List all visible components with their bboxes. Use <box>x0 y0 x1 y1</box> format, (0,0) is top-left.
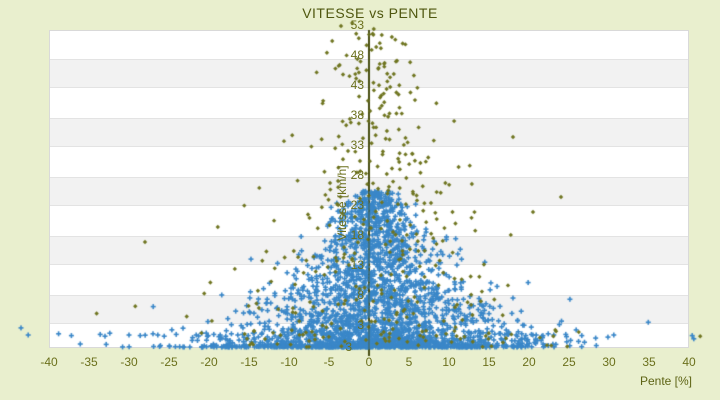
y-tick-label: 43 <box>350 78 364 92</box>
y-tick-label: 33 <box>350 138 364 152</box>
y-axis-min-label: 3 <box>345 340 352 354</box>
y-tick-label: 53 <box>350 18 364 32</box>
x-tick-label: -10 <box>280 355 298 369</box>
x-tick-label: -40 <box>40 355 58 369</box>
x-tick-label: -15 <box>240 355 258 369</box>
y-tick-label: 23 <box>350 198 364 212</box>
x-tick-label: 40 <box>682 355 696 369</box>
x-tick-label: -20 <box>200 355 218 369</box>
y-tick-label: 18 <box>350 228 364 242</box>
y-tick-label: 28 <box>350 168 364 182</box>
y-tick-label: 13 <box>350 258 364 272</box>
x-tick-label: 15 <box>482 355 496 369</box>
x-tick-label: 35 <box>642 355 656 369</box>
x-tick-label: 25 <box>562 355 576 369</box>
y-tick-label: 48 <box>350 48 364 62</box>
x-tick-label: 0 <box>365 355 373 369</box>
x-tick-label: -35 <box>80 355 98 369</box>
x-tick-label: 30 <box>602 355 616 369</box>
x-axis-title: Pente [%] <box>639 374 692 388</box>
y-tick-label: 3 <box>357 318 364 332</box>
y-tick-label: 38 <box>350 108 364 122</box>
y-tick-label: 8 <box>357 288 364 302</box>
x-tick-label: 5 <box>405 355 413 369</box>
y-axis-title: Vitesse [km/h] <box>335 165 349 241</box>
x-tick-label: -25 <box>160 355 178 369</box>
x-tick-label: -30 <box>120 355 138 369</box>
x-tick-label: -5 <box>323 355 335 369</box>
x-tick-label: 20 <box>522 355 536 369</box>
x-tick-label: 10 <box>442 355 456 369</box>
